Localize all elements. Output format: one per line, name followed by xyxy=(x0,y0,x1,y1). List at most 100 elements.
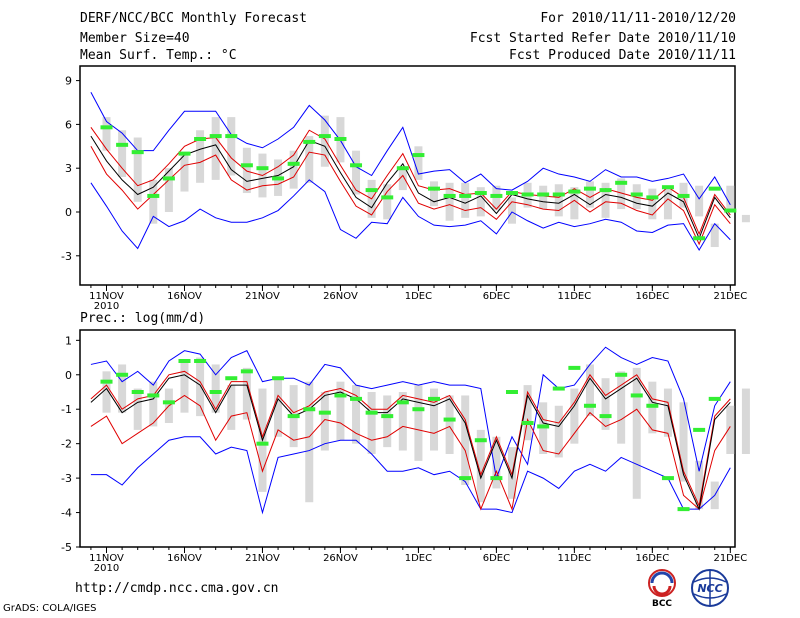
obs-marker xyxy=(568,189,581,194)
fcst-produced-date: Fcst Produced Date 2010/11/11 xyxy=(509,48,736,63)
spread-box xyxy=(320,392,329,451)
spread-box xyxy=(492,185,501,211)
obs-marker xyxy=(677,193,690,198)
obs-marker xyxy=(630,393,643,398)
spread-box xyxy=(741,388,750,454)
spread-box xyxy=(289,150,298,189)
chart-panel-1: -3 0 3 6 9 11NOV 16NOV 21NOV 26NOV 1DEC 6DEC 11DEC 1… xyxy=(61,65,750,312)
obs-marker xyxy=(334,393,347,398)
spread-box xyxy=(164,168,173,212)
obs-marker xyxy=(147,393,160,398)
obs-marker xyxy=(661,185,674,190)
spread-box xyxy=(617,178,626,210)
spread-box xyxy=(227,385,236,430)
obs-marker xyxy=(661,476,674,481)
obs-marker xyxy=(474,438,487,443)
spread-box xyxy=(383,184,392,220)
spread-box xyxy=(196,357,205,417)
obs-marker xyxy=(412,153,425,158)
spread-box xyxy=(352,385,361,444)
spread-box xyxy=(242,367,251,420)
series-max-line xyxy=(90,346,731,481)
y-tick-label: -3 xyxy=(61,250,72,263)
spread-box xyxy=(585,181,594,208)
bcc-logo-text: BCC xyxy=(652,599,672,608)
y-tick-label: 9 xyxy=(65,75,72,88)
x-tick-label: 16NOV xyxy=(167,291,202,302)
spread-box xyxy=(461,395,470,485)
obs-marker xyxy=(583,186,596,191)
series-lower-line xyxy=(90,394,731,511)
obs-marker xyxy=(521,192,534,197)
obs-marker xyxy=(412,407,425,412)
y-tick-label: 1 xyxy=(65,334,72,347)
spread-box xyxy=(352,150,361,195)
obs-marker xyxy=(396,166,409,171)
obs-marker xyxy=(490,476,503,481)
x-tick-label: 26NOV xyxy=(323,553,358,564)
obs-marker xyxy=(287,414,300,419)
spread-box xyxy=(726,185,735,211)
spread-box xyxy=(632,184,641,210)
spread-box xyxy=(211,117,220,180)
fcst-started-date: Fcst Started Refer Date 2010/11/10 xyxy=(469,31,736,46)
obs-marker xyxy=(240,369,253,374)
obs-marker xyxy=(474,191,487,196)
spread-box xyxy=(476,187,485,217)
spread-box xyxy=(398,392,407,451)
x-tick-label: 21NOV xyxy=(245,553,280,564)
obs-marker xyxy=(646,403,659,408)
x-year-label: 2010 xyxy=(94,563,119,574)
obs-marker xyxy=(599,414,612,419)
spread-box xyxy=(632,367,641,499)
spread-box xyxy=(242,147,251,194)
y-tick-label: -5 xyxy=(61,541,72,554)
spread-box xyxy=(461,182,470,218)
obs-marker xyxy=(303,139,316,144)
obs-marker xyxy=(646,195,659,200)
series-min-line xyxy=(90,436,731,515)
x-tick-label: 11NOV xyxy=(89,291,124,302)
x-tick-label: 1DEC xyxy=(405,553,432,564)
x-tick-label: 6DEC xyxy=(483,553,510,564)
forecast-title: DERF/NCC/BCC Monthly Forecast xyxy=(80,11,307,26)
obs-marker xyxy=(396,400,409,405)
spread-box xyxy=(102,371,111,413)
spread-box xyxy=(227,117,236,176)
obs-marker xyxy=(459,476,472,481)
spread-box xyxy=(617,371,626,444)
x-tick-label: 1DEC xyxy=(405,291,432,302)
x-tick-label: 16DEC xyxy=(635,291,669,302)
obs-marker xyxy=(630,192,643,197)
obs-marker xyxy=(505,191,518,196)
x-tick-label: 21NOV xyxy=(245,291,280,302)
obs-marker xyxy=(116,372,129,377)
spread-box xyxy=(663,188,672,220)
series-mean-line xyxy=(90,135,731,240)
spread-box xyxy=(149,179,158,224)
ncc-logo: NCC xyxy=(691,569,729,607)
spread-box xyxy=(601,378,610,430)
spread-box xyxy=(336,381,345,441)
obs-marker xyxy=(350,396,363,401)
obs-marker xyxy=(537,192,550,197)
spread-box xyxy=(570,187,579,220)
obs-marker xyxy=(365,188,378,193)
spread-box xyxy=(601,182,610,218)
y-tick-label: -4 xyxy=(61,507,72,520)
obs-marker xyxy=(428,396,441,401)
obs-marker xyxy=(677,507,690,512)
spread-box xyxy=(710,223,719,248)
footer-url[interactable]: http://cmdp.ncc.cma.gov.cn xyxy=(75,581,279,596)
spread-box xyxy=(539,185,548,210)
y-tick-label: 3 xyxy=(65,162,72,175)
obs-marker xyxy=(708,396,721,401)
spread-box xyxy=(585,364,594,417)
obs-marker xyxy=(194,137,207,141)
y-tick-label: 6 xyxy=(65,118,72,131)
obs-marker xyxy=(178,359,191,363)
spread-box xyxy=(305,136,314,183)
obs-marker xyxy=(162,176,175,181)
obs-marker xyxy=(350,163,363,168)
